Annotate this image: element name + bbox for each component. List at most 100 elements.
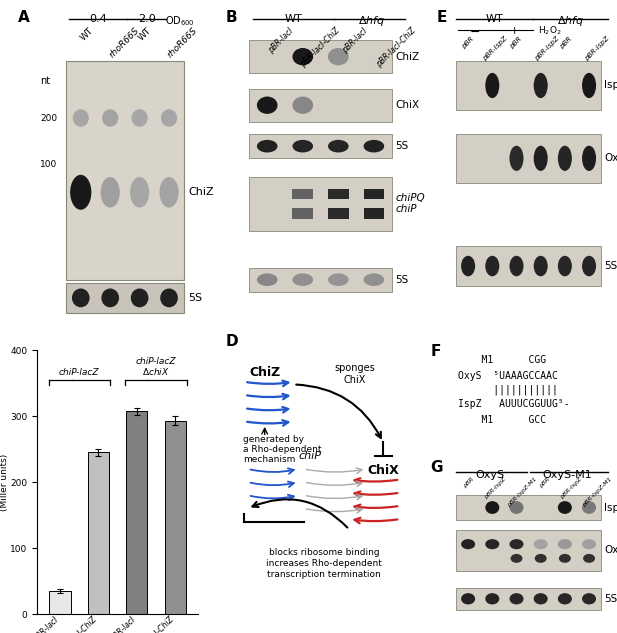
Text: pBR-IspZ-M1: pBR-IspZ-M1: [582, 476, 613, 508]
Ellipse shape: [131, 289, 149, 307]
Text: B: B: [226, 9, 238, 25]
Ellipse shape: [161, 110, 177, 127]
Bar: [456, 495, 601, 520]
Ellipse shape: [328, 140, 349, 153]
Ellipse shape: [257, 140, 278, 153]
Text: pBR: pBR: [538, 476, 551, 489]
Bar: [456, 588, 601, 610]
Ellipse shape: [363, 140, 384, 153]
Bar: [292, 208, 313, 219]
Text: chiPQ
chiP: chiPQ chiP: [395, 194, 424, 214]
Bar: [456, 530, 601, 570]
Ellipse shape: [558, 146, 572, 171]
Text: ChiX: ChiX: [395, 100, 419, 110]
Bar: [328, 208, 349, 219]
Ellipse shape: [558, 593, 572, 605]
Ellipse shape: [583, 554, 595, 563]
Ellipse shape: [461, 593, 475, 605]
Text: pBR: pBR: [463, 476, 475, 489]
Text: sponges
ChiX: sponges ChiX: [334, 363, 375, 385]
Ellipse shape: [558, 256, 572, 276]
Bar: [66, 61, 184, 280]
Text: pBR-IspZ: pBR-IspZ: [584, 35, 610, 62]
Text: WT: WT: [284, 14, 302, 24]
Text: nt: nt: [40, 76, 51, 86]
Text: A: A: [18, 9, 30, 25]
Bar: [66, 283, 184, 313]
Text: D: D: [226, 334, 238, 349]
Text: pBR-lacI-ChiZ: pBR-lacI-ChiZ: [299, 27, 341, 69]
Ellipse shape: [292, 96, 313, 114]
Text: pBR: pBR: [559, 35, 573, 49]
Ellipse shape: [461, 539, 475, 549]
Text: 5S: 5S: [189, 293, 203, 303]
Text: rhoR66S: rhoR66S: [108, 27, 141, 60]
Text: G: G: [430, 460, 443, 475]
Text: OxyS: OxyS: [475, 470, 505, 480]
Ellipse shape: [461, 256, 475, 276]
Text: ChiX: ChiX: [367, 463, 399, 477]
Ellipse shape: [72, 289, 89, 307]
Bar: [249, 177, 392, 231]
Ellipse shape: [534, 593, 548, 605]
Ellipse shape: [510, 146, 523, 171]
Text: pBR-IspZ: pBR-IspZ: [482, 35, 508, 62]
Text: pBR-lacI: pBR-lacI: [267, 27, 295, 55]
Ellipse shape: [363, 273, 384, 286]
Text: M1      GCC: M1 GCC: [458, 415, 546, 425]
Text: WT: WT: [137, 27, 154, 43]
Ellipse shape: [582, 539, 596, 549]
Bar: [456, 134, 601, 182]
Ellipse shape: [292, 48, 313, 65]
Ellipse shape: [328, 48, 349, 65]
Text: 200: 200: [40, 115, 57, 123]
Ellipse shape: [486, 501, 499, 514]
Bar: [363, 189, 384, 199]
Ellipse shape: [292, 273, 313, 286]
Text: IspZ: IspZ: [605, 503, 617, 513]
Ellipse shape: [534, 146, 548, 171]
Bar: [249, 89, 392, 122]
Bar: [456, 246, 601, 285]
Text: generated by
a Rho-dependent
mechanism: generated by a Rho-dependent mechanism: [242, 435, 321, 465]
Ellipse shape: [159, 177, 178, 208]
Ellipse shape: [257, 96, 278, 114]
Text: 5S: 5S: [605, 594, 617, 604]
Text: E: E: [437, 9, 447, 25]
Ellipse shape: [486, 539, 499, 549]
Text: OxyS: OxyS: [605, 545, 617, 555]
Text: blocks ribosome binding
increases Rho-dependent
transcription termination: blocks ribosome binding increases Rho-de…: [266, 548, 382, 579]
Ellipse shape: [130, 177, 149, 208]
Ellipse shape: [510, 593, 523, 605]
Ellipse shape: [101, 177, 120, 208]
Ellipse shape: [534, 539, 548, 549]
Text: ChiZ: ChiZ: [249, 366, 280, 379]
Text: IspZ: IspZ: [605, 80, 617, 91]
Bar: [363, 208, 384, 219]
Text: OxyS  ⁵UAAAGCCAAC: OxyS ⁵UAAAGCCAAC: [458, 371, 558, 380]
Ellipse shape: [73, 110, 89, 127]
Text: rhoR66S: rhoR66S: [166, 27, 200, 60]
Text: F: F: [430, 344, 441, 359]
Ellipse shape: [534, 256, 548, 276]
Text: pBR-IspZ-M1: pBR-IspZ-M1: [506, 476, 537, 508]
Ellipse shape: [131, 110, 147, 127]
Y-axis label: β-galactosidase activity
(Miller units): β-galactosidase activity (Miller units): [0, 428, 9, 536]
Bar: [249, 268, 392, 292]
Ellipse shape: [510, 256, 523, 276]
Text: OxyS-M1: OxyS-M1: [542, 470, 592, 480]
Text: WT: WT: [79, 27, 96, 43]
Bar: [249, 134, 392, 158]
Text: pBR-IspZ: pBR-IspZ: [559, 476, 582, 499]
Text: pBR-IspZ: pBR-IspZ: [534, 35, 560, 62]
Text: +: +: [510, 26, 519, 36]
Text: 0.4: 0.4: [89, 14, 107, 24]
Bar: [88, 453, 109, 614]
Text: pBR: pBR: [461, 35, 475, 49]
Text: chiP-lacZ
$\Delta$chiX: chiP-lacZ $\Delta$chiX: [136, 356, 176, 377]
Text: pBR-IspZ: pBR-IspZ: [484, 476, 507, 499]
Text: ChiZ: ChiZ: [395, 52, 419, 61]
Text: 5S: 5S: [605, 261, 617, 271]
Ellipse shape: [292, 140, 313, 153]
Ellipse shape: [582, 501, 596, 514]
